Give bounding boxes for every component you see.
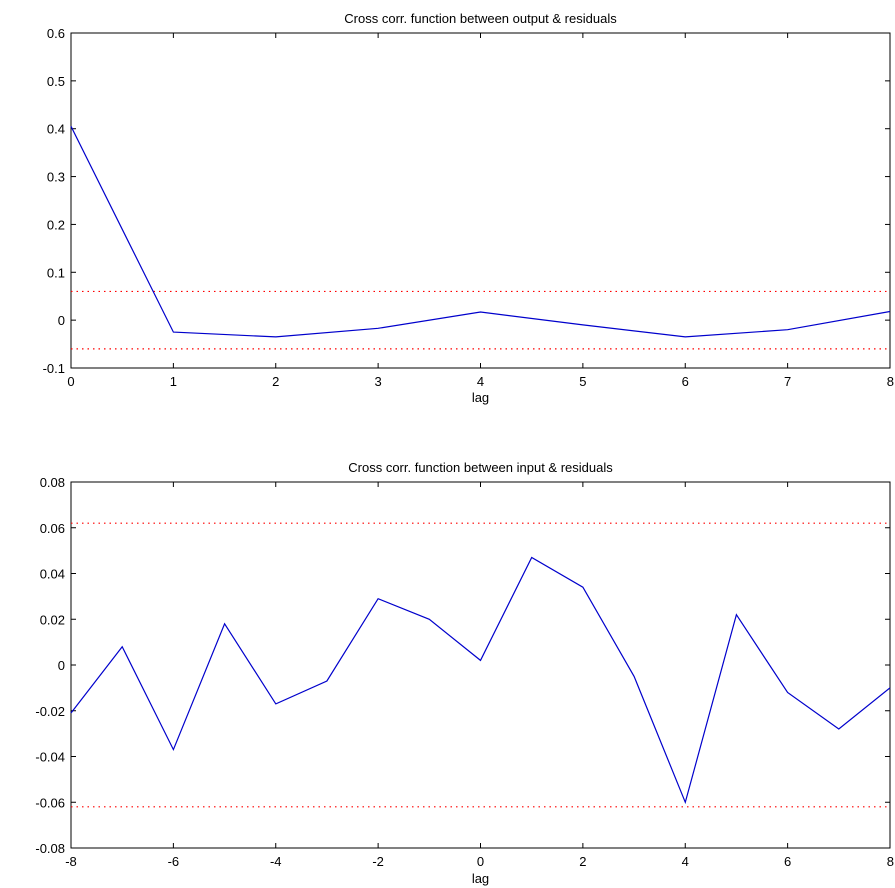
chart-title: Cross corr. function between output & re…: [344, 11, 617, 26]
y-tick-label: 0.06: [40, 521, 65, 536]
x-tick-label: 2: [272, 374, 279, 389]
y-tick-label: 0.5: [47, 74, 65, 89]
x-tick-label: -2: [372, 854, 384, 869]
y-tick-label: 0.02: [40, 612, 65, 627]
axes-frame: [70, 481, 891, 849]
x-tick-label: 7: [784, 374, 791, 389]
y-tick-label: 0.4: [47, 122, 65, 137]
x-tick-label: 4: [682, 854, 689, 869]
x-tick-label: -8: [65, 854, 77, 869]
y-tick-label: -0.02: [35, 704, 65, 719]
x-tick-label: 0: [477, 854, 484, 869]
y-tick-label: 0.2: [47, 217, 65, 232]
chart-output-residuals: Cross corr. function between output & re…: [43, 11, 894, 405]
y-tick-label: -0.04: [35, 750, 65, 765]
y-tick-label: -0.1: [43, 361, 65, 376]
y-tick-label: 0: [58, 313, 65, 328]
x-tick-label: 5: [579, 374, 586, 389]
x-tick-label: 4: [477, 374, 484, 389]
y-tick-label: -0.06: [35, 795, 65, 810]
y-tick-label: 0.1: [47, 265, 65, 280]
y-tick-label: 0.04: [40, 567, 65, 582]
y-tick-label: 0: [58, 658, 65, 673]
y-tick-label: 0.3: [47, 170, 65, 185]
axes-frame: [70, 32, 891, 369]
x-tick-label: 3: [375, 374, 382, 389]
x-tick-label: -4: [270, 854, 282, 869]
x-tick-label: 6: [682, 374, 689, 389]
x-tick-label: 8: [887, 374, 894, 389]
x-tick-label: 1: [170, 374, 177, 389]
x-axis-label: lag: [472, 390, 489, 405]
chart-input-residuals: Cross corr. function between input & res…: [35, 460, 894, 886]
chart-title: Cross corr. function between input & res…: [348, 460, 613, 475]
series-line: [70, 556, 891, 805]
x-tick-label: 0: [67, 374, 74, 389]
x-tick-label: 8: [887, 854, 894, 869]
y-tick-label: 0.6: [47, 26, 65, 41]
x-axis-label: lag: [472, 871, 489, 886]
y-tick-label: 0.08: [40, 475, 65, 490]
x-tick-label: 2: [579, 854, 586, 869]
y-tick-label: -0.08: [35, 841, 65, 856]
x-tick-label: 6: [784, 854, 791, 869]
x-tick-label: -6: [168, 854, 180, 869]
series-line: [70, 126, 891, 338]
